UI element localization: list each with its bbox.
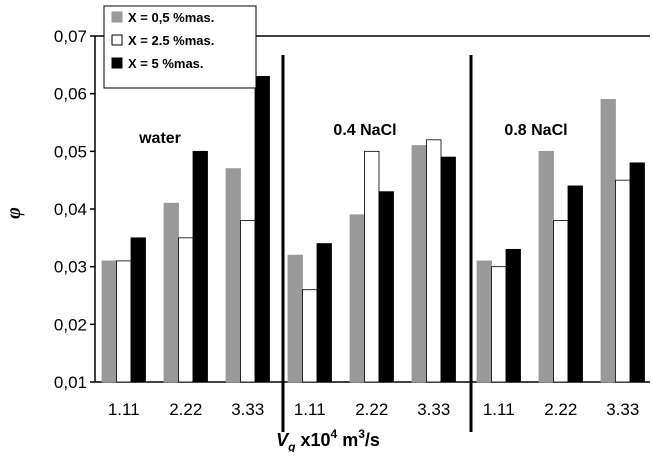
bar [538, 150, 554, 383]
group-label: 0.4 NaCl [333, 122, 396, 139]
x-axis-title-sub: g [287, 440, 296, 452]
bar [440, 156, 456, 383]
bar [615, 179, 631, 383]
legend-label: X = 2.5 %mas. [128, 33, 214, 48]
y-tick-label: 0,04 [54, 200, 87, 219]
y-tick-label: 0,02 [54, 315, 87, 334]
bar [240, 220, 256, 383]
bar [426, 139, 442, 383]
x-tick-label: 2.22 [544, 400, 577, 419]
group-label: water [138, 130, 181, 147]
x-tick-label: 3.33 [417, 400, 450, 419]
x-tick-label: 2.22 [169, 400, 202, 419]
bar [411, 145, 427, 383]
bar [476, 260, 492, 383]
bar [364, 150, 380, 383]
x-tick-label: 1.11 [108, 400, 140, 419]
bar [130, 237, 146, 383]
bar [567, 185, 583, 383]
legend-swatch [111, 11, 123, 23]
y-tick-label: 0,03 [54, 258, 87, 277]
y-tick-label: 0,05 [54, 142, 87, 161]
bar [254, 75, 270, 383]
bar [116, 260, 132, 383]
x-tick-label: 1.11 [294, 400, 326, 419]
y-axis-title: φ [3, 207, 25, 219]
y-tick-label: 0,06 [54, 85, 87, 104]
bar [349, 214, 365, 383]
bar [225, 168, 241, 383]
y-tick-label: 0,07 [54, 27, 87, 46]
bar [178, 237, 194, 383]
x-tick-label: 3.33 [606, 400, 639, 419]
bar [316, 243, 332, 383]
legend-swatch [111, 57, 123, 69]
legend-box [103, 5, 257, 89]
x-tick-label: 3.33 [231, 400, 264, 419]
bar [600, 99, 616, 383]
y-tick-label: 0,01 [54, 373, 87, 392]
legend-swatch [111, 34, 123, 46]
x-axis-title: Vg x104 m3/s [276, 427, 380, 452]
x-axis-title-sup1: 4 [331, 427, 338, 441]
x-tick-label: 1.11 [483, 400, 515, 419]
bar [629, 162, 645, 383]
bar [553, 220, 569, 383]
x-axis-title-v: V [276, 430, 290, 450]
bar [491, 266, 507, 383]
x-axis-title-unit: m [337, 430, 358, 450]
legend-label: X = 0,5 %mas. [128, 10, 214, 25]
x-tick-label: 2.22 [355, 400, 388, 419]
bar [378, 191, 394, 383]
bar [287, 254, 303, 383]
x-axis-title-sup2: 3 [358, 427, 365, 441]
bar [505, 248, 521, 383]
legend-label: X = 5 %mas. [128, 56, 204, 71]
x-axis-title-mid: x10 [295, 430, 330, 450]
bar [101, 260, 117, 383]
x-axis-title-end: /s [365, 430, 380, 450]
bar [163, 202, 179, 383]
bar [302, 289, 318, 383]
bar [192, 150, 208, 383]
group-label: 0.8 NaCl [504, 122, 567, 139]
